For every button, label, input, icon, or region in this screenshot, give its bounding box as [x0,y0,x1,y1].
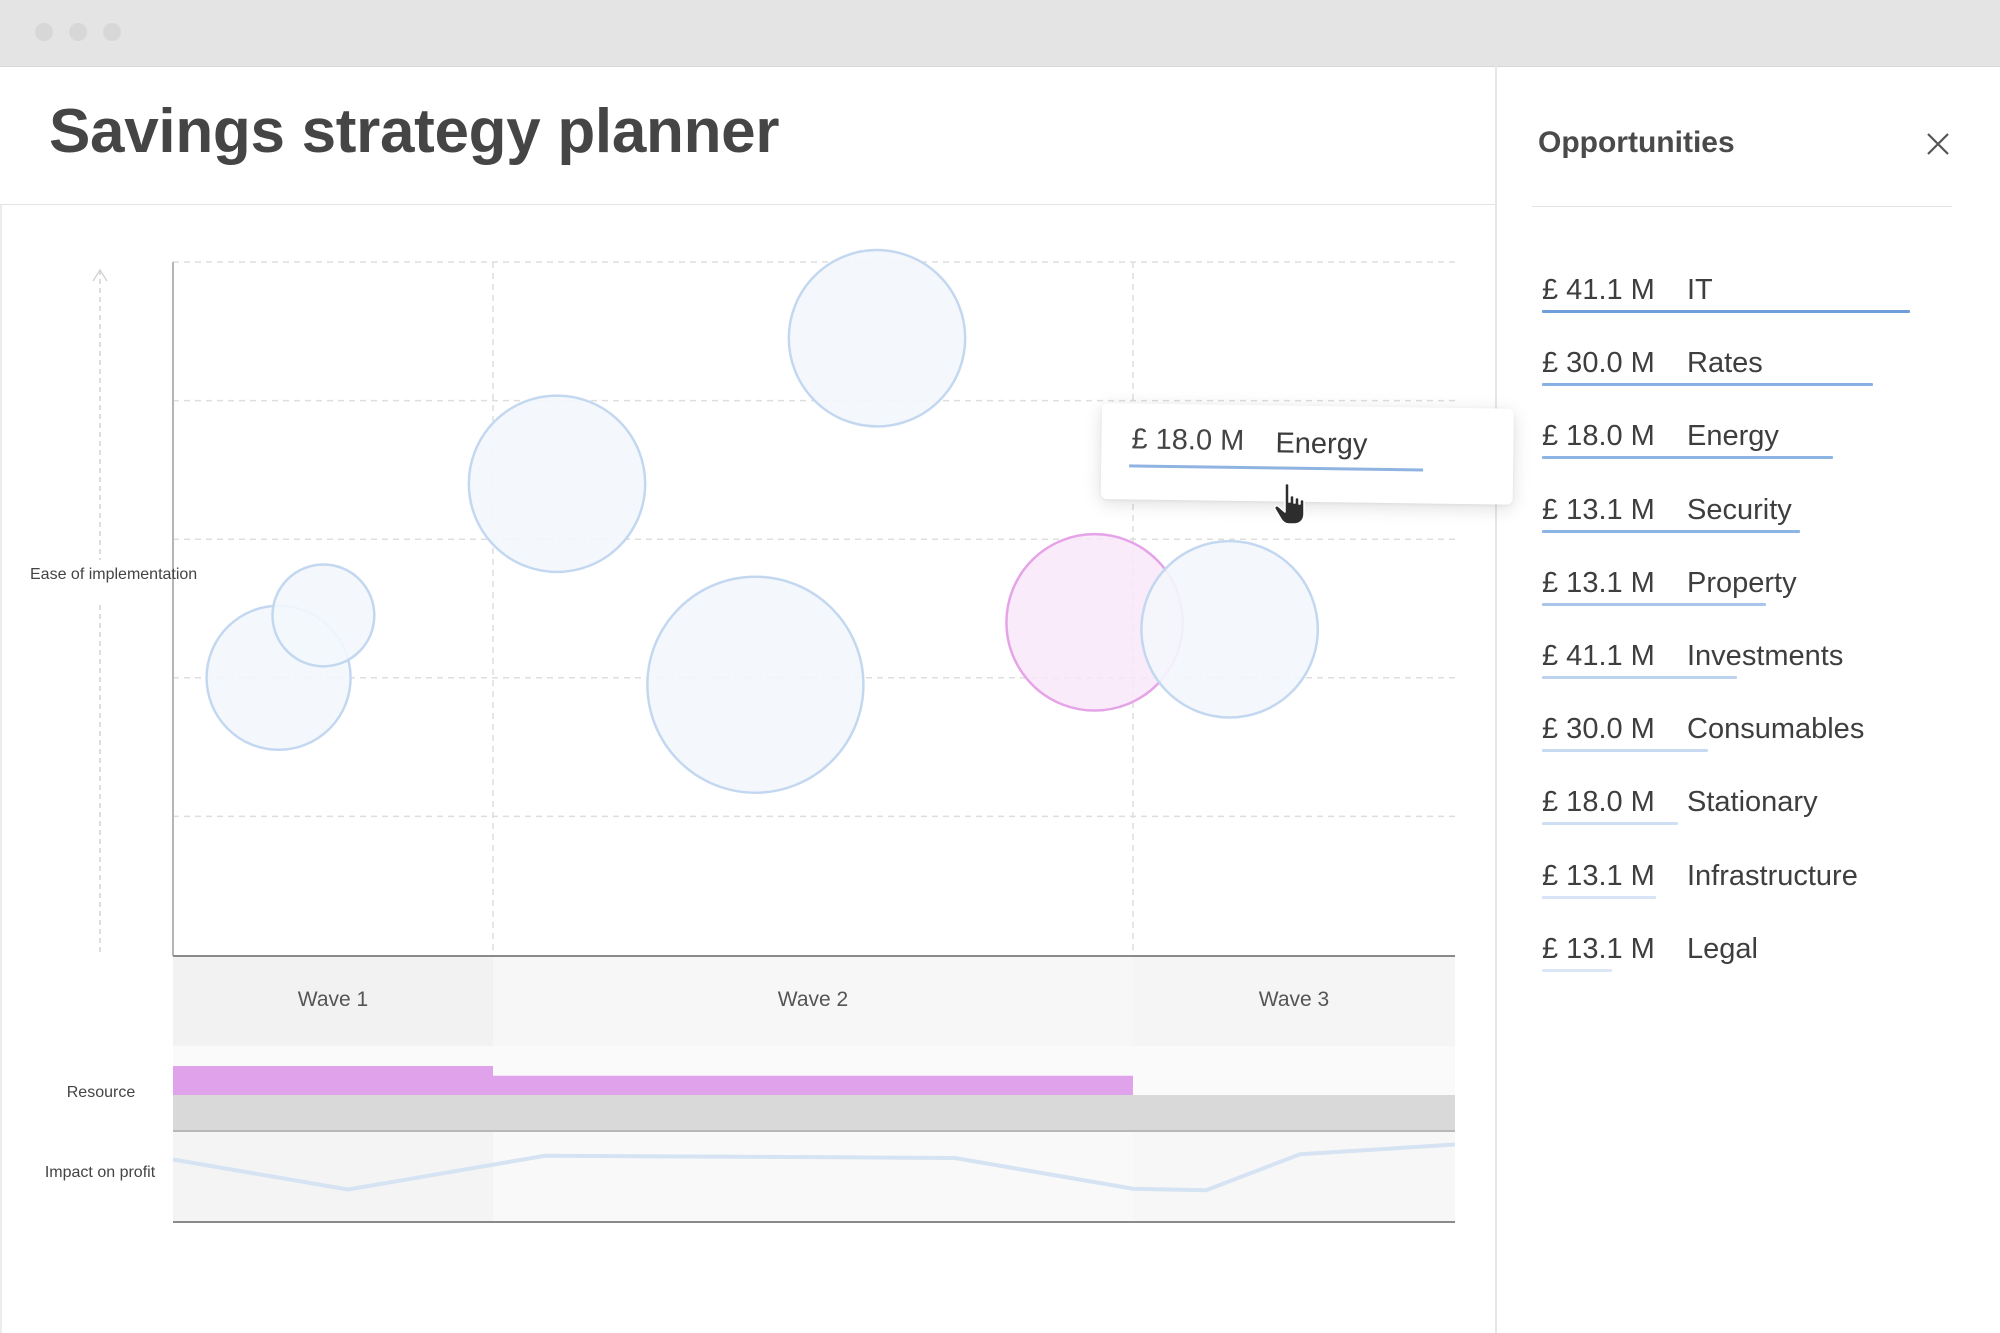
opportunity-bubble [1140,539,1320,719]
window-maximize-dot[interactable] [103,23,121,41]
opportunity-bar [1542,675,1737,679]
opportunity-name: IT [1687,274,1713,306]
opportunity-name: Security [1687,493,1792,526]
wave-1-label: Wave 1 [297,988,369,1011]
resource-bar-wave-1 [173,1066,493,1095]
opportunity-name: Stationary [1687,786,1818,819]
panel-divider [1495,66,1497,1333]
wave-2-band [493,956,1133,1046]
opportunity-name: Consumables [1687,713,1865,746]
opportunity-bar [1542,895,1656,899]
window-close-dot[interactable] [35,23,53,41]
impact-band-3 [1133,1132,1455,1222]
wave-2-label: Wave 2 [777,988,849,1011]
opportunity-name: Investments [1687,639,1844,672]
opportunity-bubble [271,563,376,668]
opportunity-amount: £ 18.0 M [1542,420,1655,453]
header-divider [0,204,1495,205]
opportunity-amount: £ 41.1 M [1542,274,1655,306]
opportunity-amount: £ 13.1 M [1542,932,1655,965]
wave-1-band [173,956,493,1046]
impact-band-2 [493,1132,1133,1222]
opportunity-amount: £ 30.0 M [1542,347,1655,380]
close-icon[interactable] [1922,128,1954,160]
opportunity-amount: £ 13.1 M [1542,859,1655,892]
opportunity-bar [1542,383,1873,387]
opportunity-bar [1542,968,1612,972]
y-axis-arrowhead [92,268,108,282]
opportunity-bar [1542,310,1910,313]
opportunity-bubble [467,394,647,574]
tooltip-amount: £ 18.0 M [1131,423,1245,457]
opportunity-name: Legal [1687,932,1758,965]
opportunity-amount: £ 13.1 M [1542,566,1655,599]
opportunity-bar [1542,456,1833,460]
opportunity-name: Rates [1687,347,1763,380]
opportunity-bubble [787,248,967,428]
opportunity-name: Energy [1687,420,1779,453]
resource-bar-wave-2 [493,1075,1133,1095]
window-titlebar [0,0,2000,67]
impact-line [172,1142,1456,1193]
opportunity-amount: £ 18.0 M [1542,786,1655,819]
wave-3-label: Wave 3 [1258,988,1330,1011]
opportunity-bar [1542,749,1708,753]
resource-bar-wave-3 [1133,1108,1455,1131]
page-title: Savings strategy planner [49,97,780,166]
opportunity-amount: £ 41.1 M [1542,639,1655,672]
opportunity-name: Infrastructure [1687,859,1858,892]
opportunity-bar [1542,822,1678,826]
opportunity-amount: £ 30.0 M [1542,713,1655,746]
impact-band-1 [173,1132,493,1222]
opportunity-amount: £ 13.1 M [1542,493,1655,526]
bubble-chart [92,248,1456,1223]
panel-header-divider [1532,206,1952,207]
wave-3-band [1133,956,1455,1046]
opportunity-bubble [646,575,865,794]
hand-cursor-icon [1274,482,1305,525]
window-minimize-dot[interactable] [69,23,87,41]
resource-label: Resource [66,1084,136,1101]
tooltip-name: Energy [1275,427,1368,461]
close-panel-button[interactable] [1922,128,1954,160]
panel-title: Opportunities [1538,126,1735,159]
content-left-border [0,205,2,1333]
opportunity-name: Property [1687,566,1797,599]
tooltip-underline [1129,464,1424,472]
opportunity-bar [1542,529,1800,533]
y-axis-label: Ease of implementation [30,566,198,583]
impact-label: Impact on profit [44,1164,156,1181]
opportunity-bar [1542,602,1766,606]
